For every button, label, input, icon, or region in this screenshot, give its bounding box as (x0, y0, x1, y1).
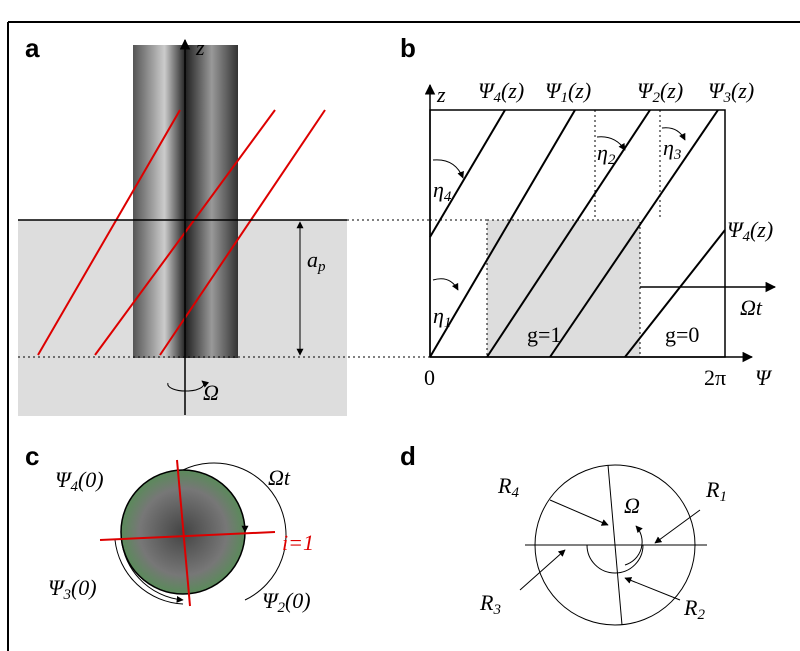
label-sub: 3 (722, 90, 731, 106)
angle-label: η2 (597, 140, 616, 168)
angle-label: η3 (663, 135, 681, 163)
angle-label: Ψ4(0) (55, 467, 104, 495)
panel-label: c (25, 441, 39, 471)
label-arg: (z) (568, 78, 591, 103)
radius-label: R4 (497, 473, 519, 501)
axis-label: z (195, 35, 205, 60)
angle-label: η1 (433, 303, 451, 331)
tick-label: 0 (424, 365, 435, 390)
radius-label: R2 (683, 595, 705, 623)
label-sub: 3 (62, 587, 71, 603)
label-sym: η (433, 177, 444, 202)
curve-label: Ψ1(z) (545, 78, 591, 106)
label-arg: (z) (501, 78, 524, 103)
label-sym: η (433, 303, 444, 328)
label-arg: (z) (731, 78, 754, 103)
figure: abcdzapΩzΨ4(z)Ψ1(z)Ψ2(z)Ψ3(z)Ψ4(z)η4η1η2… (0, 0, 800, 651)
axis-label: Ψ (755, 365, 773, 390)
panel-label: b (400, 33, 416, 63)
label-arg: (z) (750, 217, 773, 242)
panel-d-art (520, 465, 707, 625)
panel-c-art (100, 460, 286, 606)
axis-label: z (436, 82, 446, 107)
panel-label: a (25, 33, 40, 63)
angle-label: Ψ3(0) (48, 575, 97, 603)
label-sym: a (307, 247, 318, 272)
region-label: g=1 (527, 322, 561, 347)
region-label: g=0 (665, 322, 699, 347)
radius-label: R1 (705, 477, 727, 505)
label-sub: 1 (719, 489, 727, 505)
tick-label: 2π (704, 365, 726, 390)
tooth-label: i=1 (282, 530, 314, 555)
label-sym: R (705, 477, 720, 502)
label-arg: (0) (71, 575, 97, 600)
rotation-label: Ω (624, 493, 640, 518)
label-sub: 2 (608, 152, 616, 168)
label-sym: η (597, 140, 608, 165)
label-sub: p (317, 259, 326, 275)
curve-label: Ψ4(z) (727, 217, 773, 245)
label-sub: 3 (492, 602, 501, 618)
label-sub: 1 (444, 315, 452, 331)
panel-a-art (18, 40, 430, 416)
angle-label: Ψ2(0) (262, 588, 311, 616)
label-sub: 3 (673, 147, 682, 163)
label-sym: R (479, 590, 494, 615)
label-sub: 4 (444, 189, 452, 205)
label-sym: R (497, 473, 512, 498)
panel-label: d (400, 441, 416, 471)
label-arg: (z) (660, 78, 683, 103)
label-sym: R (683, 595, 698, 620)
rotation-label: Ωt (740, 295, 763, 320)
label-sub: 2 (697, 607, 705, 623)
rotation-label: Ω (203, 380, 219, 405)
rotation-label: Ωt (268, 465, 291, 490)
label-sym: η (663, 135, 674, 160)
label-sub: 1 (560, 90, 568, 106)
curve-label: Ψ3(z) (708, 78, 754, 106)
label-arg: (0) (78, 467, 104, 492)
label-sub: 4 (511, 485, 519, 501)
curve-label: Ψ2(z) (637, 78, 683, 106)
curve-label: Ψ4(z) (478, 78, 524, 106)
angle-label: η4 (433, 177, 452, 205)
radius-label: R3 (479, 590, 501, 618)
label-arg: (0) (285, 588, 311, 613)
panel-b-art (430, 85, 775, 357)
